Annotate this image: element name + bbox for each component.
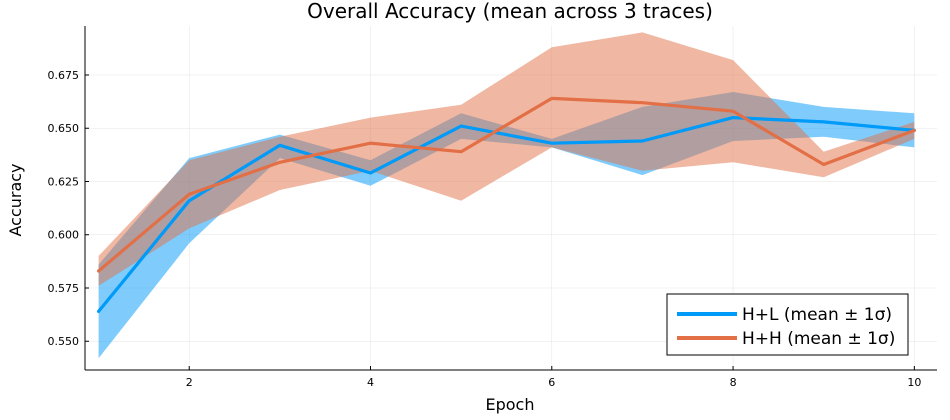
series-line-1 bbox=[96, 96, 916, 273]
y-tick-label: 0.600 bbox=[48, 229, 80, 242]
legend-label-hl: H+L (mean ± 1σ) bbox=[742, 305, 892, 325]
chart-title: Overall Accuracy (mean across 3 traces) bbox=[307, 0, 713, 23]
x-ticks: 2 4 6 8 10 bbox=[186, 366, 921, 389]
x-tick-label: 10 bbox=[907, 376, 921, 389]
legend: H+L (mean ± 1σ) H+H (mean ± 1σ) bbox=[666, 293, 909, 356]
y-tick-label: 0.675 bbox=[48, 69, 80, 82]
series-lines bbox=[96, 96, 916, 313]
series-line-0 bbox=[96, 115, 916, 313]
axes bbox=[84, 26, 937, 371]
x-tick-label: 8 bbox=[730, 376, 737, 389]
y-tick-label: 0.575 bbox=[48, 282, 80, 295]
error-band-1 bbox=[98, 32, 915, 286]
y-tick-label: 0.650 bbox=[48, 122, 80, 135]
y-ticks: 0.550 0.575 0.600 0.625 0.650 0.675 bbox=[48, 69, 89, 348]
y-tick-label: 0.625 bbox=[48, 175, 80, 188]
legend-box bbox=[666, 293, 909, 356]
y-tick-label: 0.550 bbox=[48, 335, 80, 348]
x-tick-label: 4 bbox=[367, 376, 374, 389]
x-axis-label: Epoch bbox=[486, 395, 535, 414]
legend-label-hh: H+H (mean ± 1σ) bbox=[742, 329, 895, 349]
y-axis-label: Accuracy bbox=[6, 163, 25, 236]
x-tick-label: 6 bbox=[548, 376, 555, 389]
x-tick-label: 2 bbox=[186, 376, 193, 389]
